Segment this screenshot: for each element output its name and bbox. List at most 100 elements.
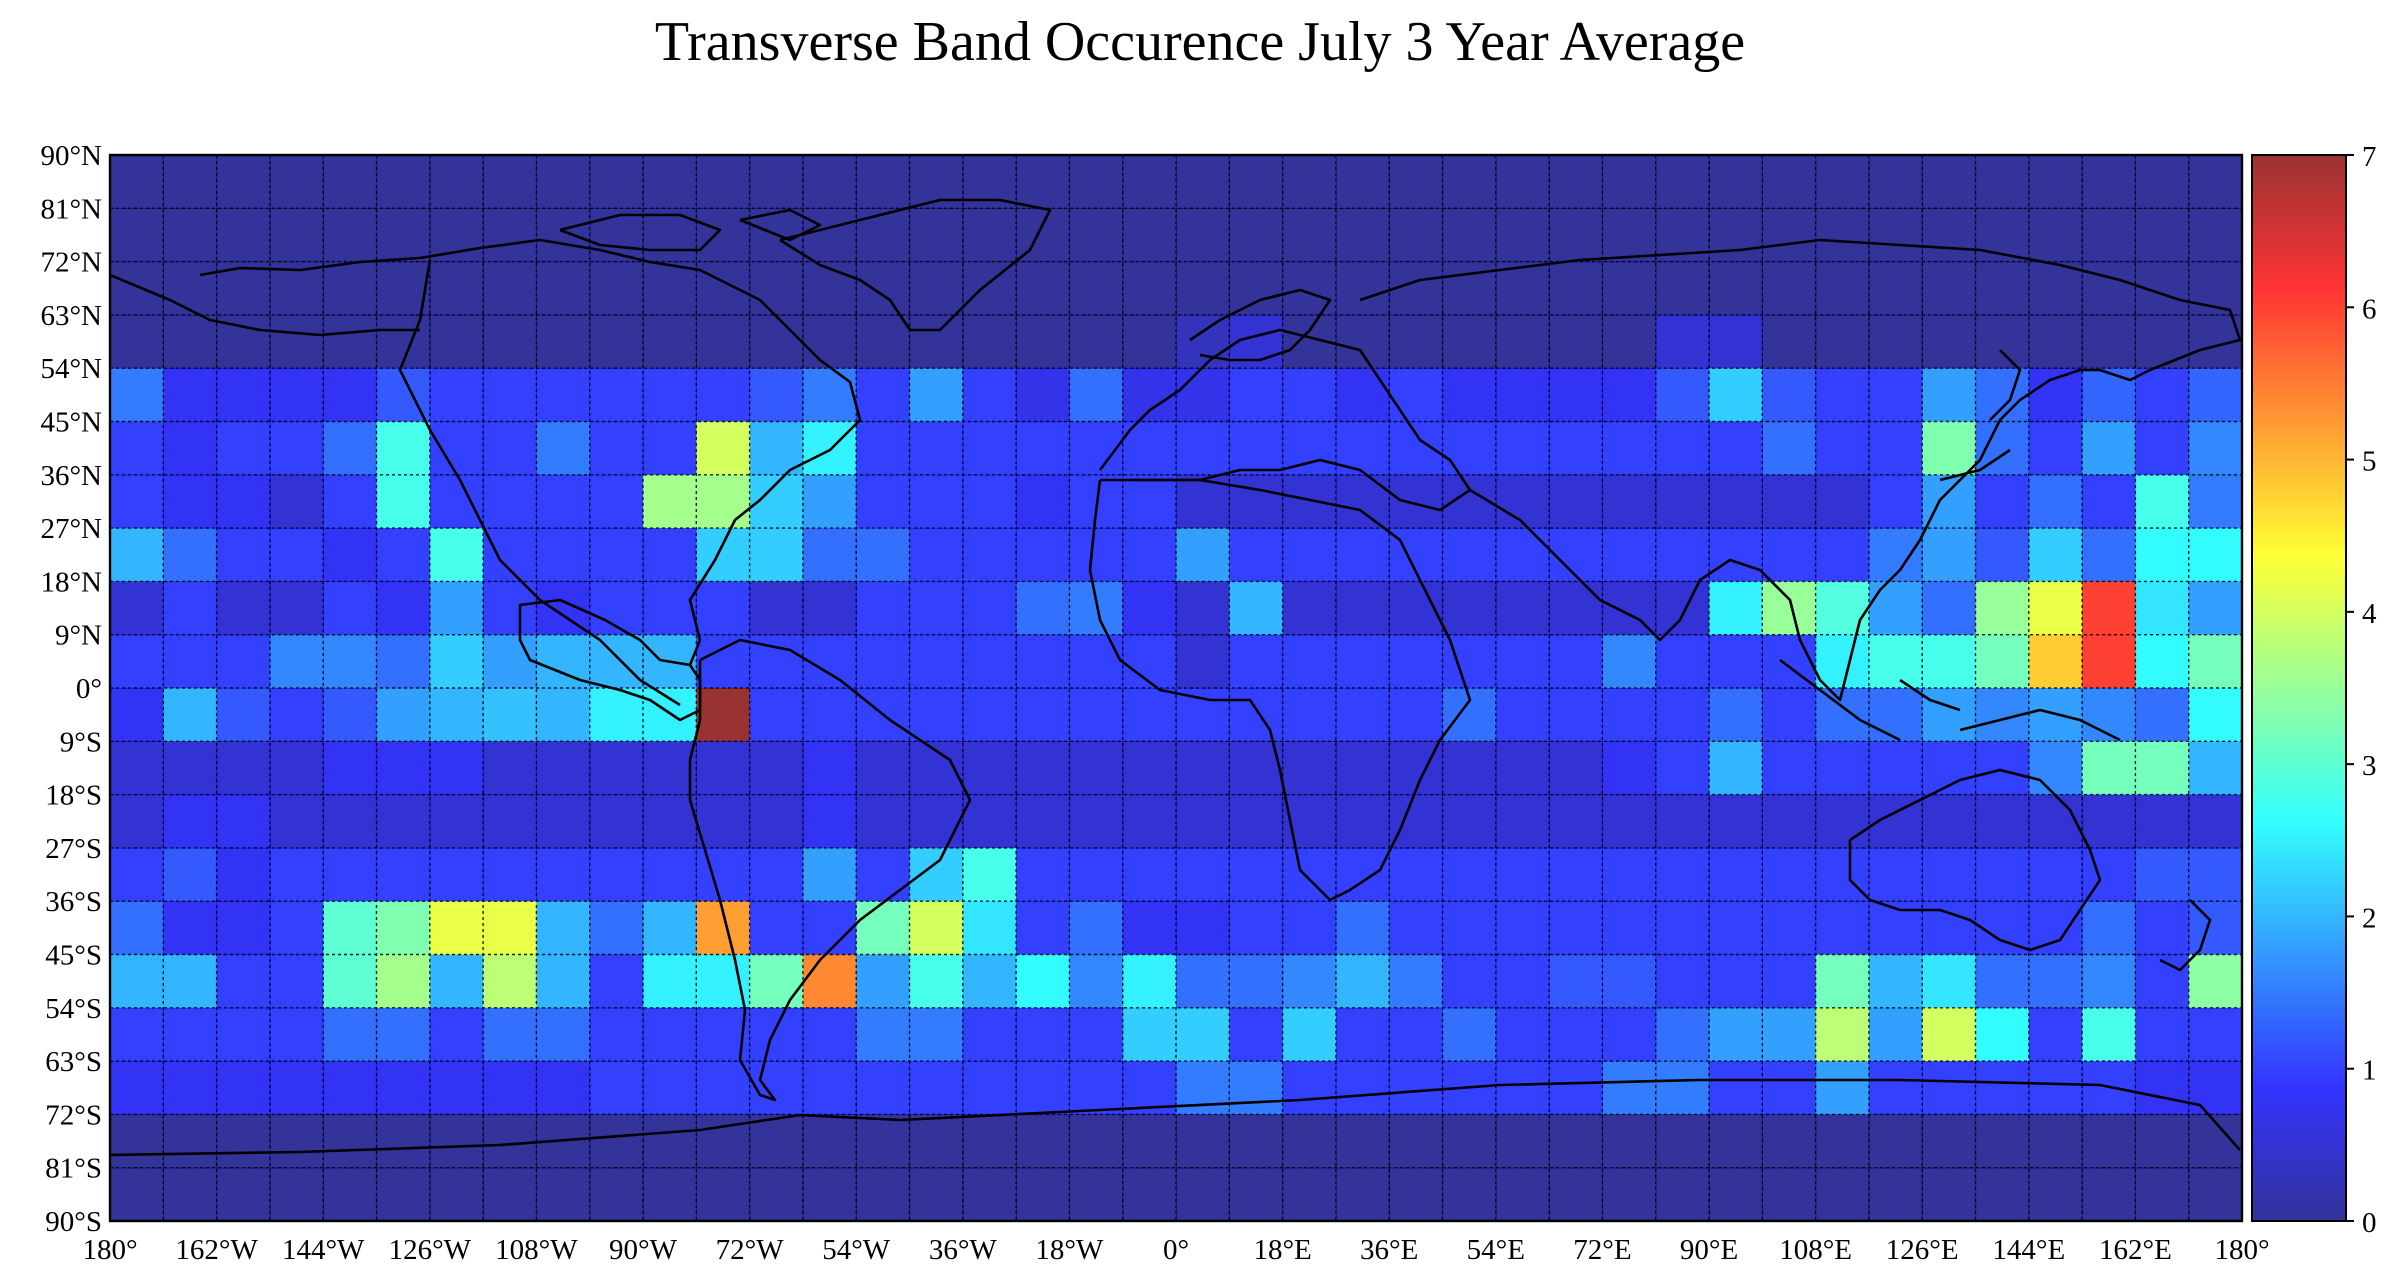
heatmap-cell (856, 368, 911, 423)
heatmap-cell (1016, 474, 1070, 529)
heatmap-cell (696, 208, 751, 263)
heatmap-cell (1709, 847, 1763, 902)
heatmap-cell (1655, 901, 1710, 956)
heatmap-cell (1922, 581, 1977, 636)
heatmap-cell (1069, 954, 1124, 1009)
heatmap-cell (1495, 1167, 1550, 1222)
heatmap-cell (1229, 1167, 1284, 1222)
heatmap-cell (163, 155, 218, 209)
heatmap-cell (1549, 954, 1603, 1009)
heatmap-cell (749, 901, 804, 956)
heatmap-cell (1176, 581, 1230, 636)
heatmap-cell (2135, 741, 2190, 796)
heatmap-cell (643, 314, 697, 369)
heatmap-cell (483, 474, 537, 529)
heatmap-cell (1709, 1007, 1763, 1062)
heatmap-cell (483, 208, 537, 263)
heatmap-cell (269, 1007, 324, 1062)
heatmap-cell (429, 847, 484, 902)
heatmap-cell (1709, 208, 1763, 263)
heatmap-cell (1922, 314, 1977, 369)
heatmap-cell (2028, 741, 2083, 796)
heatmap-cell (2135, 1061, 2190, 1115)
heatmap-cell (1922, 847, 1977, 902)
heatmap-cell (1922, 954, 1977, 1009)
x-tick-label: 54°W (822, 1234, 891, 1266)
heatmap-cell (1282, 901, 1337, 956)
heatmap-cell (429, 528, 484, 582)
coast-europe (1098, 328, 1472, 512)
heatmap-cell (1549, 847, 1603, 902)
heatmap-cell (1815, 1167, 1870, 1222)
heatmap-cell (536, 901, 591, 956)
heatmap-cell (1655, 954, 1710, 1009)
heatmap-cell (216, 208, 271, 263)
heatmap-cell (1176, 1007, 1230, 1062)
heatmap-cell (1229, 1114, 1284, 1169)
heatmap-cell (376, 634, 431, 689)
heatmap-cell (429, 261, 484, 316)
heatmap-cell (1709, 634, 1763, 689)
heatmap-cell (269, 208, 324, 263)
heatmap-cell (1815, 847, 1870, 902)
heatmap-cell (1229, 155, 1284, 209)
heatmap-cell (1282, 155, 1337, 209)
heatmap-cell (696, 581, 751, 636)
heatmap-cell (1495, 741, 1550, 796)
heatmap-cell (110, 368, 164, 423)
heatmap-cell (1922, 1167, 1977, 1222)
heatmap-cell (1335, 954, 1390, 1009)
heatmap-cell (1922, 634, 1977, 689)
heatmap-cell (589, 314, 644, 369)
heatmap-cell (749, 1061, 804, 1115)
heatmap-cell (2028, 421, 2083, 476)
coast-greenland (779, 198, 1052, 332)
heatmap-cell (1762, 847, 1817, 902)
heatmap-cell (1282, 1114, 1337, 1169)
heatmap-cell (1282, 954, 1337, 1009)
heatmap-cell (1176, 688, 1230, 742)
heatmap-cell (643, 208, 697, 263)
heatmap-cell (1069, 1007, 1124, 1062)
heatmap-cell (1069, 421, 1124, 476)
heatmap-cell (1762, 954, 1817, 1009)
heatmap-cell (536, 368, 591, 423)
heatmap-cell (216, 155, 271, 209)
y-tick-label: 90°S (45, 1206, 102, 1238)
heatmap-cell (696, 1061, 751, 1115)
heatmap-cell (1016, 794, 1070, 849)
heatmap-cell (1709, 954, 1763, 1009)
heatmap-cell (1815, 421, 1870, 476)
heatmap-cell (1762, 1007, 1817, 1062)
heatmap-cell (749, 314, 804, 369)
heatmap-cell (1602, 368, 1657, 423)
heatmap-cell (163, 741, 218, 796)
heatmap-cell (1762, 528, 1817, 582)
heatmap-cell (2188, 954, 2243, 1009)
heatmap-cell (536, 741, 591, 796)
heatmap-cell (1655, 1167, 1710, 1222)
heatmap-cell (1229, 688, 1284, 742)
heatmap-cell (2135, 208, 2190, 263)
heatmap-cell (2028, 634, 2083, 689)
heatmap-cell (1549, 474, 1603, 529)
heatmap-cell (1815, 368, 1870, 423)
heatmap-cell (1335, 901, 1390, 956)
heatmap-cell (269, 474, 324, 529)
heatmap-cell (802, 954, 857, 1009)
heatmap-cell (643, 528, 697, 582)
heatmap-cell (216, 528, 271, 582)
heatmap-cell (1282, 1007, 1337, 1062)
heatmap-cell (269, 954, 324, 1009)
heatmap-cell (2082, 208, 2136, 263)
y-tick-label: 72°N (40, 247, 102, 279)
heatmap-cell (110, 1114, 164, 1169)
heatmap-cell (1709, 741, 1763, 796)
heatmap-cell (1709, 688, 1763, 742)
heatmap-cell (376, 1007, 431, 1062)
colorbar-tick-label: 2 (2362, 902, 2377, 934)
heatmap-cell (1335, 261, 1390, 316)
heatmap-cell (1016, 314, 1070, 369)
heatmap-cell (2135, 634, 2190, 689)
colorbar-tick-label: 6 (2362, 293, 2377, 325)
